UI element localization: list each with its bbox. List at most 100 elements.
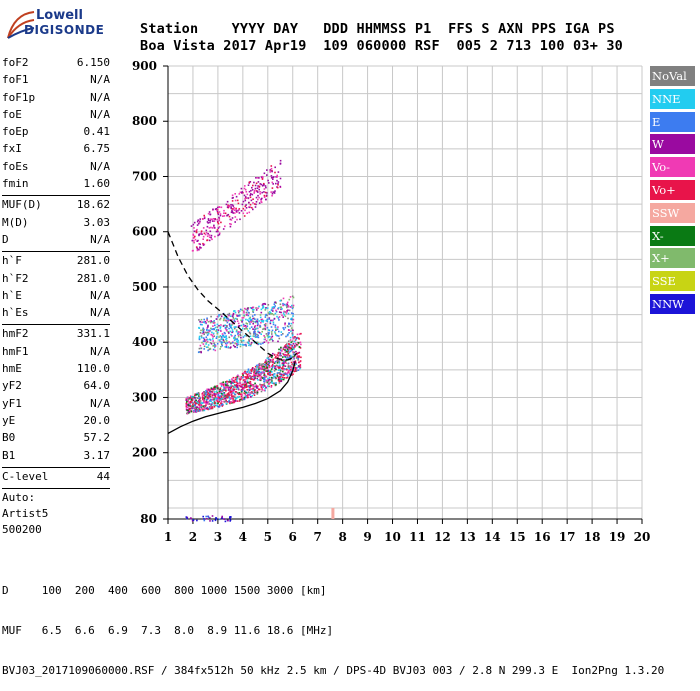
- echo-point: [279, 354, 281, 357]
- echo-point: [210, 387, 213, 389]
- echo-point: [215, 393, 218, 396]
- echo-point: [247, 197, 249, 199]
- echo-point: [216, 404, 218, 407]
- echo-point: [272, 352, 274, 355]
- echo-point: [220, 206, 223, 209]
- echo-point: [284, 365, 287, 367]
- echo-point: [271, 333, 273, 335]
- echo-point: [195, 230, 198, 232]
- echo-point: [207, 320, 210, 323]
- echo-point: [256, 391, 259, 394]
- echo-point: [225, 337, 228, 340]
- echo-point: [230, 327, 233, 330]
- echo-point: [213, 404, 215, 406]
- echo-point: [260, 308, 263, 311]
- echo-point: [205, 518, 208, 520]
- echo-point: [206, 239, 208, 242]
- echo-point: [282, 312, 285, 314]
- header-line1: Station YYYY DAY DDD HHMMSS P1 FFS S AXN…: [140, 21, 615, 37]
- echo-point: [235, 343, 238, 345]
- echo-point: [278, 311, 281, 313]
- echo-point: [297, 359, 299, 361]
- echo-point: [231, 208, 234, 210]
- echo-point: [226, 321, 229, 324]
- echo-point: [201, 395, 204, 397]
- echo-point: [220, 341, 223, 343]
- echo-point: [206, 403, 208, 405]
- echo-point: [249, 194, 251, 197]
- echo-point: [229, 519, 232, 521]
- param-value: 20.0: [83, 413, 111, 427]
- header-line2: Boa Vista 2017 Apr19 109 060000 RSF 005 …: [140, 38, 624, 54]
- echo-point: [284, 326, 287, 329]
- echo-point: [202, 327, 204, 330]
- echo-point: [214, 404, 217, 407]
- echo-point: [282, 302, 284, 305]
- echo-point: [278, 382, 281, 384]
- echo-point: [269, 355, 271, 357]
- echo-point: [233, 384, 236, 386]
- echo-point: [222, 319, 225, 322]
- echo-point: [287, 345, 289, 347]
- echo-point: [264, 336, 266, 338]
- echo-point: [216, 229, 219, 231]
- echo-point: [230, 223, 232, 226]
- echo-point: [249, 327, 251, 330]
- echo-point: [212, 386, 215, 389]
- echo-point: [264, 364, 266, 366]
- echo-point: [267, 312, 270, 314]
- param-key: M(D): [2, 215, 29, 229]
- echo-point: [237, 384, 239, 387]
- echo-point: [287, 371, 289, 374]
- echo-point: [248, 321, 251, 323]
- echo-point: [256, 321, 259, 324]
- echo-point: [263, 335, 265, 337]
- echo-point: [236, 396, 239, 399]
- echo-point: [222, 334, 225, 337]
- echo-point: [186, 516, 189, 519]
- echo-point: [207, 401, 210, 403]
- echo-point: [250, 193, 252, 195]
- echo-point: [200, 405, 202, 408]
- echo-point: [216, 218, 218, 221]
- echo-point: [288, 343, 290, 345]
- echo-point: [276, 357, 279, 359]
- echo-point: [272, 361, 274, 363]
- echo-point: [298, 365, 300, 368]
- echo-point: [249, 206, 251, 209]
- echo-point: [260, 365, 263, 368]
- x-tick-label: 18: [584, 530, 601, 544]
- echo-point: [267, 380, 270, 382]
- echo-point: [217, 213, 220, 216]
- echo-point: [232, 400, 235, 402]
- echo-point: [191, 399, 193, 402]
- echo-point: [226, 393, 229, 396]
- echo-point: [244, 196, 247, 198]
- echo-point: [213, 224, 215, 227]
- echo-point: [224, 381, 227, 383]
- echo-point: [223, 400, 226, 403]
- echo-point: [270, 336, 273, 339]
- echo-point: [208, 211, 211, 213]
- echo-point: [243, 392, 246, 394]
- x-tick-label: 11: [409, 530, 426, 544]
- echo-point: [271, 194, 273, 197]
- echo-point: [231, 197, 234, 199]
- echo-point: [280, 378, 283, 380]
- echo-point: [216, 206, 219, 209]
- echo-point: [272, 321, 275, 324]
- echo-point: [286, 334, 289, 337]
- echo-point: [286, 305, 288, 307]
- echo-point: [214, 385, 216, 388]
- echo-point: [255, 309, 258, 311]
- echo-point: [268, 182, 270, 184]
- echo-point: [198, 335, 201, 338]
- echo-point: [267, 336, 270, 339]
- echo-point: [256, 336, 259, 338]
- echo-point: [280, 308, 282, 311]
- echo-point: [280, 349, 282, 352]
- echo-point: [216, 397, 219, 400]
- echo-point: [256, 341, 259, 344]
- echo-point: [231, 392, 233, 395]
- echo-point: [191, 397, 193, 399]
